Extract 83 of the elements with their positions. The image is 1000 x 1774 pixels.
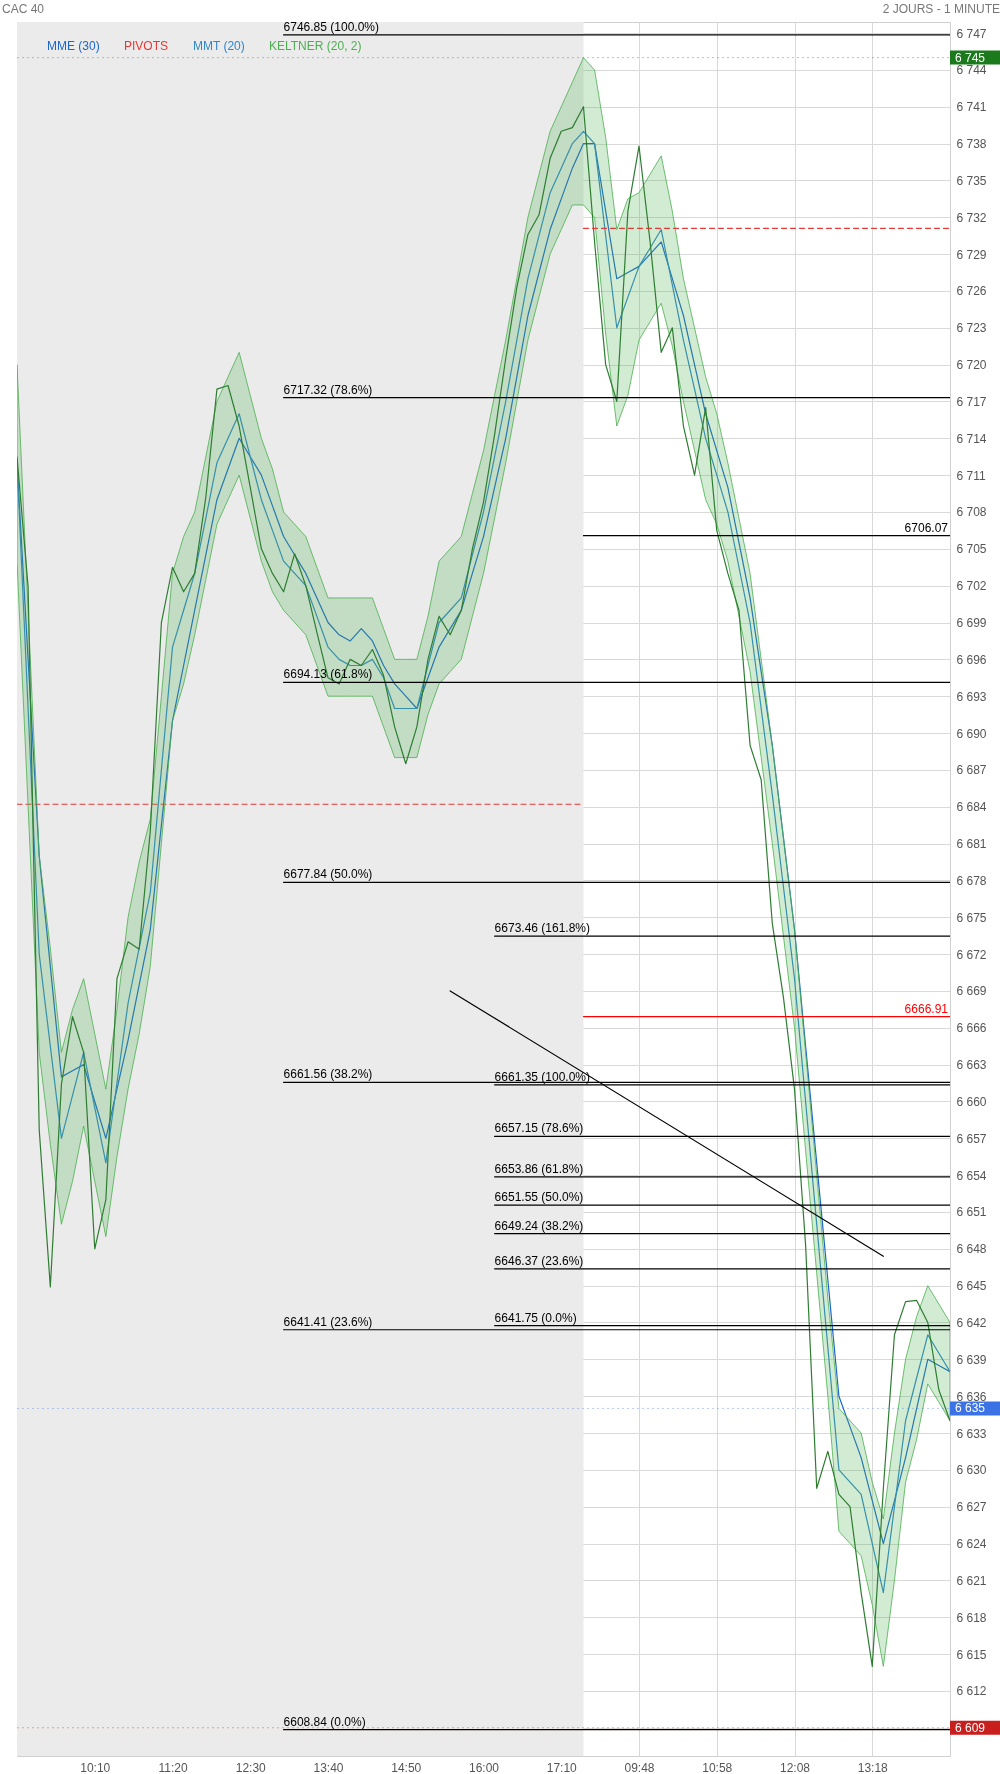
y-tick-label: 6 741 [956,100,987,115]
y-tick-label: 6 738 [956,137,987,152]
chart-subtitle: 2 JOURS - 1 MINUTE [882,2,1000,16]
x-tick-label: 13:40 [313,1760,344,1774]
text: MME (30) [47,39,100,53]
y-tick-label: 6 672 [956,947,987,962]
y-tick-label: 6 684 [956,800,987,815]
y-tick-label: 6 720 [956,358,987,373]
y-tick-label: 6 642 [956,1316,987,1330]
series-label: 6641.41 (23.6%) [283,1314,373,1329]
series-label: 6694.13 (61.8%) [283,667,373,682]
y-tick-label: 6 732 [956,210,987,225]
x-tick-label: 09:48 [624,1760,655,1774]
series-label: 6677.84 (50.0%) [283,867,373,882]
y-tick-label: 6 699 [956,616,987,631]
y-tick-label: 6 654 [956,1168,987,1183]
ref-line-label: 6 635 [955,1401,986,1416]
y-tick-label: 6 714 [956,431,987,446]
text: MMT (20) [193,39,245,53]
y-tick-label: 6 645 [956,1279,987,1294]
series-label: 6746.85 (100.0%) [283,19,379,34]
y-tick-label: 6 651 [956,1205,987,1220]
y-tick-label: 6 627 [956,1500,987,1515]
y-tick-label: 6 744 [956,63,987,78]
series-label: 6649.24 (38.2%) [494,1218,584,1233]
x-tick-label: 14:50 [391,1760,422,1774]
series-label: 6608.84 (0.0%) [283,1714,366,1729]
ref-line-label: 6 745 [955,50,986,65]
y-tick-label: 6 705 [956,542,987,557]
text: PIVOTS [124,39,169,53]
y-tick-label: 6 708 [956,505,987,520]
y-tick-label: 6 660 [956,1094,987,1109]
y-tick-label: 6 624 [956,1537,987,1552]
x-tick-label: 16:00 [468,1760,500,1774]
y-tick-label: 6 648 [956,1242,987,1257]
y-tick-label: 6 621 [956,1573,987,1588]
series-label: 6646.37 (23.6%) [494,1253,584,1268]
series-label: 6657.15 (78.6%) [494,1121,584,1136]
series-label: 6673.46 (161.8%) [494,921,591,936]
y-tick-label: 6 723 [956,321,987,336]
y-tick-label: 6 726 [956,284,987,299]
series-label: 6706.07 [904,520,949,535]
y-tick-label: 6 729 [956,247,987,262]
chart-title: CAC 40 [2,2,45,16]
y-tick-label: 6 675 [956,910,987,925]
ref-line-label: 6 609 [955,1720,986,1735]
y-tick-label: 6 657 [956,1131,987,1146]
y-tick-label: 6 711 [956,468,986,483]
series-label: 6651.55 (50.0%) [494,1190,584,1205]
x-tick-label: 13:18 [857,1760,889,1774]
y-tick-label: 6 747 [956,26,987,41]
y-tick-label: 6 630 [956,1463,987,1478]
y-tick-label: 6 735 [956,173,987,188]
y-tick-label: 6 681 [956,837,987,852]
x-tick-label: 11:20 [158,1760,188,1774]
y-tick-label: 6 696 [956,652,987,667]
y-tick-label: 6 615 [956,1647,987,1662]
series-label: 6666.91 [904,1001,949,1016]
series-label: 6641.75 (0.0%) [494,1310,577,1325]
y-tick-label: 6 633 [956,1426,987,1441]
x-tick-label: 17:10 [546,1760,578,1774]
y-tick-label: 6 612 [956,1684,987,1699]
series-label: 6653.86 (61.8%) [494,1161,584,1176]
x-tick-label: 12:30 [235,1760,267,1774]
x-tick-label: 10:58 [702,1760,733,1774]
y-tick-label: 6 678 [956,873,987,888]
y-tick-label: 6 636 [956,1389,987,1404]
series-label: 6717.32 (78.6%) [283,382,373,397]
x-tick-label: 12:08 [779,1760,811,1774]
y-tick-label: 6 690 [956,726,987,741]
y-tick-label: 6 639 [956,1352,987,1367]
y-tick-label: 6 687 [956,763,987,778]
legend-label: KELTNER (20, 2) [269,39,362,53]
series-label: 6661.35 (100.0%) [494,1069,591,1084]
y-tick-label: 6 693 [956,689,987,704]
y-tick-label: 6 717 [956,394,987,409]
y-tick-label: 6 702 [956,579,987,594]
series-label: 6661.56 (38.2%) [283,1067,373,1082]
y-tick-label: 6 669 [956,984,987,999]
y-tick-label: 6 663 [956,1058,987,1073]
y-tick-label: 6 618 [956,1610,987,1625]
y-tick-label: 6 666 [956,1021,987,1036]
x-tick-label: 10:10 [80,1760,111,1774]
